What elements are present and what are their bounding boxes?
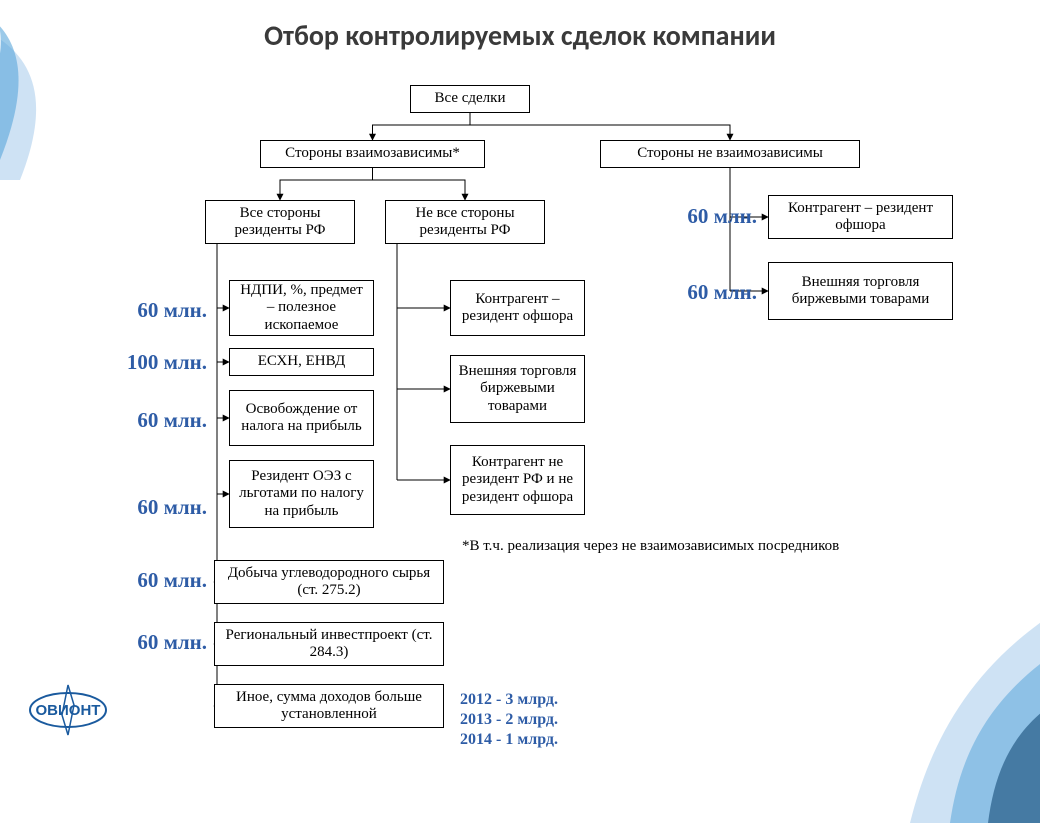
node-c3: Освобождение от налога на прибыль xyxy=(229,390,374,446)
threshold-i2: 60 млн. xyxy=(662,280,757,305)
node-notall: Не все стороны резиденты РФ xyxy=(385,200,545,244)
node-m3: Контрагент не резидент РФ и не резидент … xyxy=(450,445,585,515)
threshold-c1: 60 млн. xyxy=(112,298,207,323)
logo: ОВИОНТ xyxy=(28,683,138,737)
threshold-c4: 60 млн. xyxy=(112,495,207,520)
threshold-c2: 100 млн. xyxy=(99,350,207,375)
node-i2: Внешняя торговля биржевыми товарами xyxy=(768,262,953,320)
node-dep: Стороны взаимозависимы* xyxy=(260,140,485,168)
node-i1: Контрагент – резидент офшора xyxy=(768,195,953,239)
node-m2: Внешняя торговля биржевыми товарами xyxy=(450,355,585,423)
node-allres: Все стороны резиденты РФ xyxy=(205,200,355,244)
node-root: Все сделки xyxy=(410,85,530,113)
threshold-c6: 60 млн. xyxy=(112,630,207,655)
threshold-c5: 60 млн. xyxy=(112,568,207,593)
node-c6: Региональный инвестпроект (ст. 284.3) xyxy=(214,622,444,666)
node-c1: НДПИ, %, предмет – полезное ископаемое xyxy=(229,280,374,336)
threshold-i1: 60 млн. xyxy=(662,204,757,229)
footnote: *В т.ч. реализация через не взаимозависи… xyxy=(462,538,839,555)
years-line: 2013 - 2 млрд. xyxy=(460,710,558,730)
threshold-c3: 60 млн. xyxy=(112,408,207,433)
node-c7: Иное, сумма доходов больше установленной xyxy=(214,684,444,728)
years-note: 2012 - 3 млрд. 2013 - 2 млрд. 2014 - 1 м… xyxy=(460,690,558,750)
node-c5: Добыча углеводородного сырья (ст. 275.2) xyxy=(214,560,444,604)
logo-text: ОВИОНТ xyxy=(36,702,101,719)
years-line: 2014 - 1 млрд. xyxy=(460,730,558,750)
flowchart-canvas: Все сделки Стороны взаимозависимы* Стороны… xyxy=(0,0,1040,783)
node-c4: Резидент ОЭЗ с льготами по налогу на при… xyxy=(229,460,374,528)
years-line: 2012 - 3 млрд. xyxy=(460,690,558,710)
node-c2: ЕСХН, ЕНВД xyxy=(229,348,374,376)
node-m1: Контрагент – резидент офшора xyxy=(450,280,585,336)
node-indep: Стороны не взаимозависимы xyxy=(600,140,860,168)
